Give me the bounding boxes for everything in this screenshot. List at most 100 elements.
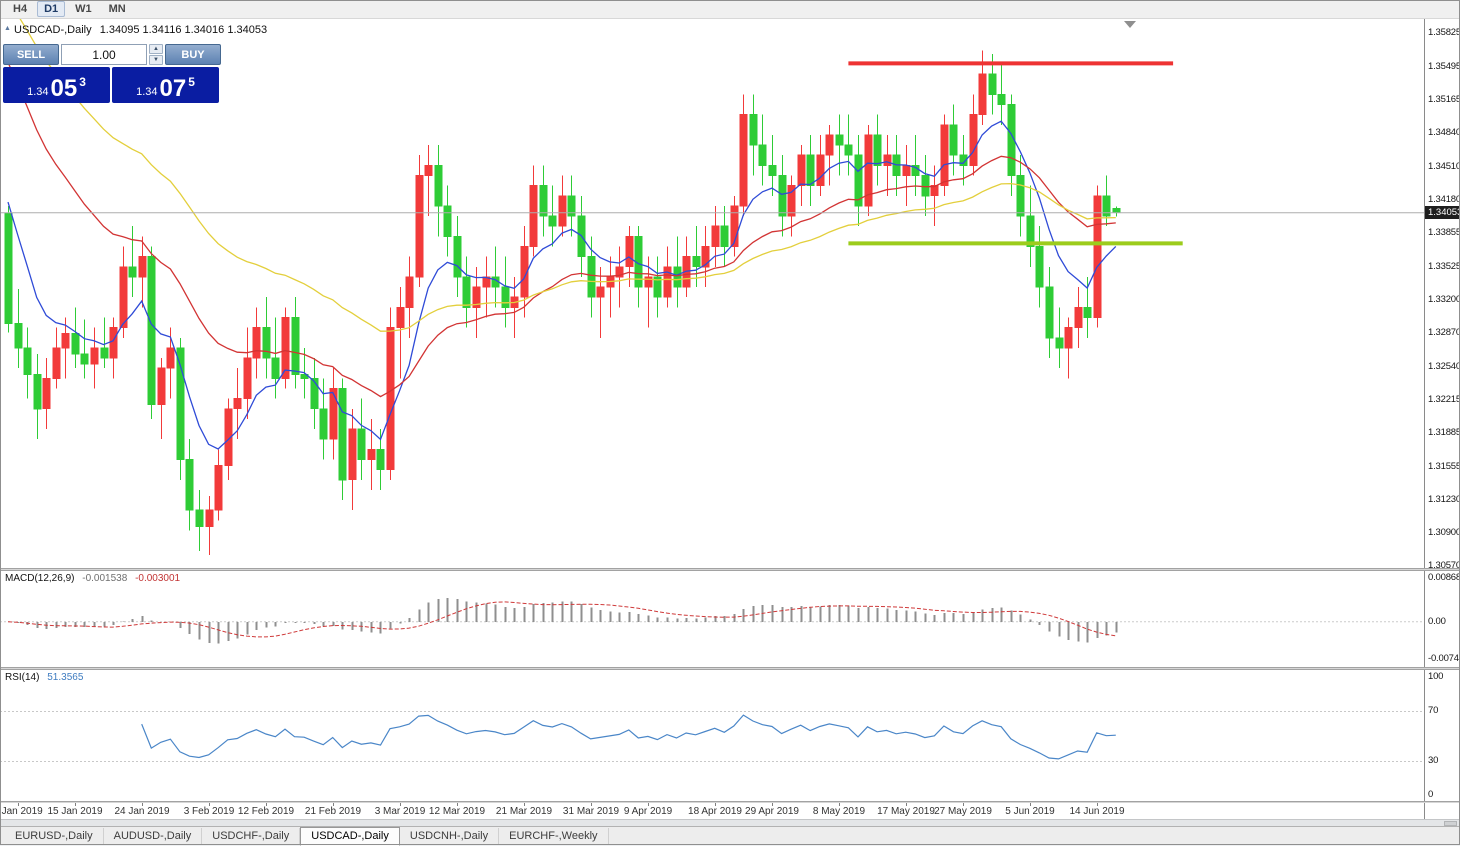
volume-up-icon[interactable]: ▲ <box>149 44 163 54</box>
macd-value: -0.001538 <box>82 573 128 584</box>
scrollbar-strip <box>0 819 1460 826</box>
tab-audusd-daily[interactable]: AUDUSD-,Daily <box>104 828 203 845</box>
buy-price-display[interactable]: 1.34 07 5 <box>112 67 219 103</box>
date-axis-label: 6 Jan 2019 <box>0 806 43 817</box>
buy-button[interactable]: BUY <box>165 44 221 65</box>
date-axis-tick <box>524 803 525 806</box>
date-axis-label: 8 May 2019 <box>812 806 866 817</box>
tab-usdchf-daily[interactable]: USDCHF-,Daily <box>202 828 301 845</box>
timeframe-toolbar: H4 D1 W1 MN <box>0 0 1460 19</box>
date-axis-tick <box>400 803 401 806</box>
price-scale-tick: 1.34840 <box>1428 127 1460 139</box>
price-scale-tick: 1.31230 <box>1428 493 1460 505</box>
date-axis-label: 15 Jan 2019 <box>47 806 103 817</box>
trade-prices-row: 1.34 05 3 1.34 07 5 <box>3 67 222 103</box>
date-axis-tick <box>715 803 716 806</box>
price-scale-tick: 1.31555 <box>1428 460 1460 472</box>
date-axis-label: 18 Apr 2019 <box>688 806 742 817</box>
date-axis-label: 12 Mar 2019 <box>428 806 486 817</box>
macd-scale-zero: 0.00 <box>1428 616 1446 627</box>
price-scale-tick: 1.34510 <box>1428 160 1460 172</box>
trade-panel-collapse-icon[interactable]: ▲ <box>4 25 11 32</box>
panel-divider[interactable] <box>0 568 1460 571</box>
macd-signal-value: -0.003001 <box>135 573 181 584</box>
rsi-scale-level: 100 <box>1428 671 1444 682</box>
buy-price-fraction: 5 <box>188 75 195 89</box>
sell-button[interactable]: SELL <box>3 44 59 65</box>
one-click-trade-panel: SELL ▲ ▼ BUY 1.34 05 3 1.34 07 5 <box>3 44 222 105</box>
date-axis-tick <box>648 803 649 806</box>
date-axis-tick <box>1097 803 1098 806</box>
date-axis-tick <box>839 803 840 806</box>
date-axis[interactable]: 6 Jan 2019 15 Jan 2019 24 Jan 2019 3 Feb 20… <box>0 803 1424 819</box>
rsi-scale-level: 30 <box>1428 755 1439 766</box>
date-axis-tick <box>266 803 267 806</box>
price-scale-tick: 1.35495 <box>1428 60 1460 72</box>
tab-usdcad-daily[interactable]: USDCAD-,Daily <box>300 827 400 846</box>
date-axis-label: 29 Apr 2019 <box>745 806 799 817</box>
date-axis-tick <box>591 803 592 806</box>
tab-eurchf-weekly[interactable]: EURCHF-,Weekly <box>499 828 609 845</box>
chart-tab-bar: EURUSD-,Daily AUDUSD-,Daily USDCHF-,Daily U… <box>0 826 1460 846</box>
tab-eurusd-daily[interactable]: EURUSD-,Daily <box>5 828 104 845</box>
price-scale-tick: 1.33855 <box>1428 227 1460 239</box>
chart-shift-marker-icon <box>1124 21 1136 28</box>
buy-price-pips: 07 <box>159 75 187 102</box>
date-axis-label: 21 Feb 2019 <box>304 806 362 817</box>
price-scale-tick: 1.33200 <box>1428 293 1460 305</box>
timeframe-mn-button[interactable]: MN <box>102 1 133 17</box>
date-axis-tick <box>209 803 210 806</box>
price-scale-tick: 1.33525 <box>1428 260 1460 272</box>
date-axis-tick <box>772 803 773 806</box>
bid-price-tag: 1.34053 <box>1425 206 1460 220</box>
macd-scale-min: -0.007404 <box>1428 653 1460 664</box>
chart-ohlc-values: 1.34095 1.34116 1.34016 1.34053 <box>99 24 268 36</box>
chart-symbol-period: USDCAD-,Daily <box>14 24 92 36</box>
date-axis-tick <box>333 803 334 806</box>
price-scale-tick: 1.32870 <box>1428 327 1460 339</box>
date-axis-tick <box>963 803 964 806</box>
price-scale[interactable]: 0.008686 0.00 -0.007404 100 70 30 0 1.34… <box>1424 19 1460 819</box>
date-axis-label: 14 Jun 2019 <box>1069 806 1125 817</box>
price-chart-canvas[interactable] <box>0 19 1424 819</box>
sell-price-fraction: 3 <box>79 75 86 89</box>
date-axis-tick <box>142 803 143 806</box>
date-axis-tick <box>1030 803 1031 806</box>
price-scale-tick: 1.32215 <box>1428 393 1460 405</box>
price-scale-tick: 1.30900 <box>1428 527 1460 538</box>
date-axis-tick <box>75 803 76 806</box>
date-axis-label: 12 Feb 2019 <box>237 806 295 817</box>
date-axis-label: 9 Apr 2019 <box>623 806 673 817</box>
sell-price-pips: 05 <box>50 75 78 102</box>
timeframe-d1-button[interactable]: D1 <box>37 1 66 17</box>
price-scale-tick: 1.31885 <box>1428 427 1460 439</box>
panel-divider[interactable] <box>0 667 1460 670</box>
date-axis-tick <box>18 803 19 806</box>
date-axis-label: 27 May 2019 <box>934 806 992 817</box>
sell-price-display[interactable]: 1.34 05 3 <box>3 67 110 103</box>
timeframe-w1-button[interactable]: W1 <box>68 1 99 17</box>
price-scale-tick: 1.35825 <box>1428 27 1460 39</box>
tab-usdcnh-daily[interactable]: USDCNH-,Daily <box>400 828 500 845</box>
rsi-name: RSI(14) <box>5 672 40 683</box>
date-axis-label: 3 Feb 2019 <box>183 806 235 817</box>
date-axis-tick <box>457 803 458 806</box>
timeframe-h4-button[interactable]: H4 <box>6 1 34 17</box>
macd-name: MACD(12,26,9) <box>5 573 75 584</box>
timeframe-buttons: H4 D1 W1 MN <box>6 1 133 17</box>
macd-indicator-label: MACD(12,26,9) -0.001538 -0.003001 <box>5 573 180 584</box>
chart-title: USDCAD-,Daily 1.34095 1.34116 1.34016 1.… <box>14 24 267 36</box>
date-axis-label: 31 Mar 2019 <box>562 806 620 817</box>
date-axis-label: 3 Mar 2019 <box>374 806 426 817</box>
date-axis-label: 21 Mar 2019 <box>495 806 553 817</box>
rsi-scale-level: 0 <box>1428 789 1434 800</box>
panel-divider <box>0 801 1460 803</box>
sell-price-bigfigure: 1.34 <box>27 86 49 98</box>
volume-input[interactable] <box>61 44 147 65</box>
rsi-scale-level: 70 <box>1428 705 1439 716</box>
volume-down-icon[interactable]: ▼ <box>149 55 163 65</box>
macd-scale-max: 0.008686 <box>1428 572 1460 583</box>
price-scale-tick: 1.35165 <box>1428 94 1460 106</box>
buy-price-bigfigure: 1.34 <box>136 86 158 98</box>
date-axis-label: 5 Jun 2019 <box>1005 806 1055 817</box>
